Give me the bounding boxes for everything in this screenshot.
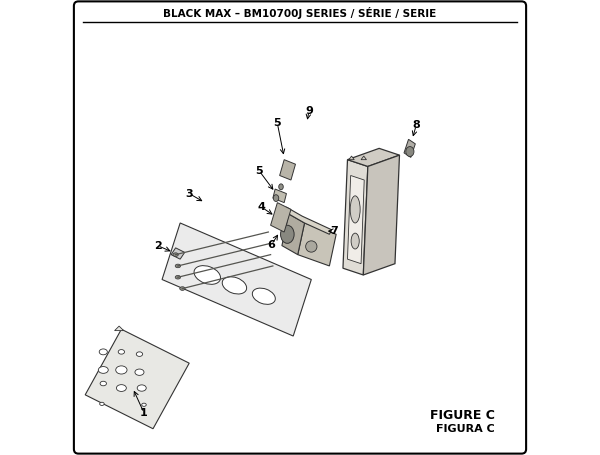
Text: 7: 7 [330,226,338,236]
Ellipse shape [279,184,283,190]
Polygon shape [282,214,305,255]
Polygon shape [85,329,189,429]
Polygon shape [115,326,124,331]
Polygon shape [349,156,354,160]
Ellipse shape [351,233,359,249]
Text: 2: 2 [154,241,161,251]
Polygon shape [347,176,364,264]
Text: 1: 1 [140,408,148,418]
Polygon shape [347,148,400,167]
Ellipse shape [175,264,181,268]
Ellipse shape [137,385,146,391]
Ellipse shape [98,367,108,374]
Ellipse shape [136,352,143,356]
Ellipse shape [100,381,106,386]
Text: FIGURA C: FIGURA C [436,424,494,434]
Polygon shape [162,223,311,336]
Ellipse shape [281,225,294,243]
Ellipse shape [222,277,247,294]
Text: 4: 4 [257,202,265,212]
Text: 9: 9 [305,106,313,116]
Ellipse shape [99,349,107,355]
Polygon shape [171,248,185,259]
Ellipse shape [142,403,146,406]
Polygon shape [364,155,400,275]
Ellipse shape [194,266,221,284]
Text: BLACK MAX – BM10700J SERIES / SÉRIE / SERIE: BLACK MAX – BM10700J SERIES / SÉRIE / SE… [163,7,437,19]
Polygon shape [273,189,286,202]
Polygon shape [361,156,367,160]
Ellipse shape [406,147,414,157]
Ellipse shape [350,196,360,223]
Polygon shape [343,160,368,275]
Text: FIGURE C: FIGURE C [430,409,494,422]
Ellipse shape [274,195,279,202]
Polygon shape [280,160,295,180]
Polygon shape [298,223,336,266]
Text: 8: 8 [412,120,420,130]
Ellipse shape [118,349,125,354]
Ellipse shape [116,384,127,391]
Ellipse shape [116,366,127,374]
Polygon shape [404,139,415,157]
Text: 3: 3 [185,188,193,198]
Ellipse shape [173,253,178,257]
Ellipse shape [253,288,275,304]
Ellipse shape [175,275,181,279]
Text: 6: 6 [268,240,275,250]
Text: 5: 5 [274,118,281,128]
Ellipse shape [135,369,144,375]
Ellipse shape [305,241,317,252]
Ellipse shape [180,287,185,290]
Polygon shape [271,202,291,232]
Polygon shape [282,207,332,234]
Text: 5: 5 [256,166,263,176]
Ellipse shape [100,402,104,405]
